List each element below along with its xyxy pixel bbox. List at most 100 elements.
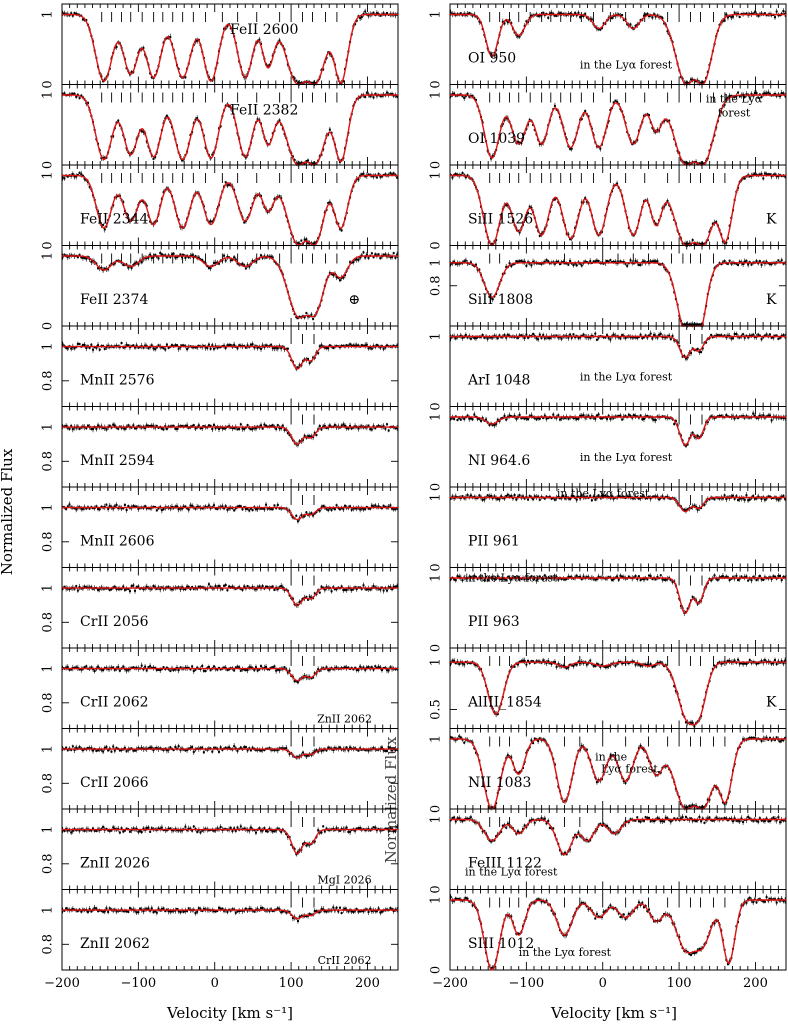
data-point	[160, 253, 163, 256]
data-point	[78, 343, 81, 346]
data-point	[268, 63, 271, 66]
data-point	[328, 128, 331, 131]
data-point	[375, 176, 378, 179]
data-point	[355, 19, 358, 22]
data-point	[95, 346, 98, 349]
data-point	[231, 258, 234, 261]
data-point	[283, 666, 286, 669]
data-point	[370, 504, 373, 507]
data-point	[140, 260, 143, 263]
data-point	[313, 162, 316, 165]
data-point	[318, 345, 321, 348]
data-point	[199, 427, 202, 430]
data-point	[165, 427, 168, 430]
data-point	[223, 254, 226, 257]
data-point	[186, 585, 189, 588]
data-point	[286, 432, 289, 435]
data-point	[238, 666, 241, 669]
data-point	[239, 746, 242, 749]
data-point	[327, 347, 330, 350]
data-point	[229, 259, 232, 262]
data-point	[115, 746, 118, 749]
data-point	[63, 585, 66, 588]
data-point	[130, 666, 133, 669]
data-point	[221, 588, 224, 591]
data-point	[135, 344, 138, 347]
data-point	[201, 664, 204, 667]
data-point	[152, 666, 155, 669]
data-point	[137, 346, 140, 349]
data-point	[354, 586, 357, 589]
data-point	[241, 427, 244, 430]
data-point	[155, 346, 158, 349]
data-point	[310, 677, 313, 680]
data-point	[256, 118, 259, 121]
data-point	[150, 424, 153, 427]
data-point	[224, 27, 227, 30]
data-point	[396, 253, 399, 256]
y-tick-label: 0	[41, 161, 56, 169]
data-point	[244, 669, 247, 672]
data-point	[71, 428, 74, 431]
data-point	[187, 256, 190, 259]
data-point	[130, 151, 133, 154]
data-point	[66, 666, 69, 669]
data-point	[354, 666, 357, 669]
data-point	[125, 669, 128, 672]
data-point	[196, 39, 199, 42]
data-point	[102, 223, 105, 226]
data-point	[244, 346, 247, 349]
data-point	[256, 507, 259, 510]
data-point	[132, 424, 135, 427]
data-point	[386, 589, 389, 592]
data-point	[236, 428, 239, 431]
panel-frame	[61, 406, 399, 488]
data-point	[271, 666, 274, 669]
data-point	[280, 747, 283, 750]
data-point	[377, 665, 380, 668]
data-point	[293, 77, 296, 80]
data-point	[90, 747, 93, 750]
data-point	[391, 507, 394, 510]
data-point	[291, 155, 294, 158]
data-point	[75, 175, 78, 178]
data-point	[108, 424, 111, 427]
data-point	[194, 507, 197, 510]
data-point	[312, 676, 315, 679]
data-point	[103, 747, 106, 750]
data-point	[364, 668, 367, 671]
data-point	[152, 425, 155, 428]
data-point	[364, 96, 367, 99]
data-point	[207, 665, 210, 668]
data-point	[212, 665, 215, 668]
data-point	[197, 505, 200, 508]
data-point	[325, 347, 328, 350]
data-point	[179, 425, 182, 428]
data-point	[295, 79, 298, 82]
data-point	[65, 666, 68, 669]
data-point	[261, 256, 264, 259]
data-point	[362, 172, 365, 175]
data-point	[317, 352, 320, 355]
data-point	[182, 344, 185, 347]
data-point	[194, 668, 197, 671]
data-point	[271, 256, 274, 259]
data-point	[176, 427, 179, 430]
data-point	[350, 589, 353, 592]
data-point	[347, 666, 350, 669]
data-point	[386, 12, 389, 15]
data-point	[154, 586, 157, 589]
data-point	[132, 344, 135, 347]
model-curve	[62, 426, 398, 446]
data-point	[280, 427, 283, 430]
data-point	[115, 587, 118, 590]
data-point	[95, 505, 98, 508]
data-point	[107, 507, 110, 510]
data-point	[362, 508, 365, 511]
data-point	[132, 263, 135, 266]
data-point	[261, 507, 264, 510]
y-tick-label: 0.8	[41, 612, 56, 633]
data-point	[387, 669, 390, 672]
data-point	[164, 425, 167, 428]
data-point	[197, 585, 200, 588]
